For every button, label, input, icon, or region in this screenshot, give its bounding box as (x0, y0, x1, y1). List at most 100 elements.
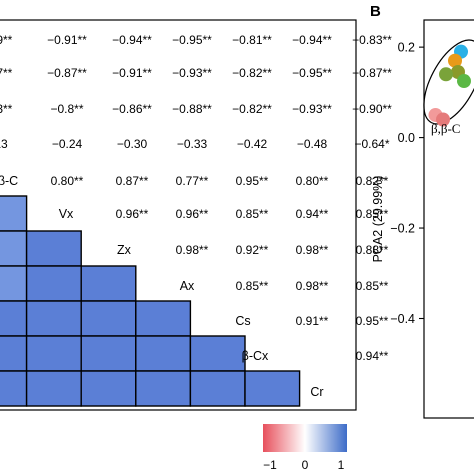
correlation-value: −0.94** (112, 33, 152, 47)
correlation-value: 0.85** (356, 279, 389, 293)
y-tick-label: 0.0 (398, 131, 415, 145)
correlation-cell (189, 370, 246, 407)
variable-label: Zx (117, 243, 132, 257)
correlation-value: 0.85** (236, 279, 269, 293)
correlation-value: −0.95** (172, 33, 212, 47)
colorbar: −1 0 1 (263, 424, 347, 472)
correlation-value: 0.98** (176, 243, 209, 257)
correlation-value: −0.82** (232, 66, 272, 80)
pca-annotation: β,β-C (431, 121, 460, 136)
correlation-cell (25, 335, 82, 372)
correlation-value: 67** (0, 66, 13, 80)
variable-label: Ax (180, 279, 195, 293)
correlation-value: −0.93** (172, 66, 212, 80)
variable-label: β-C (0, 174, 18, 188)
correlation-cell (0, 300, 28, 337)
pca-plot-frame (423, 19, 474, 419)
correlation-cell (0, 370, 28, 407)
correlation-value: 0.92** (236, 243, 269, 257)
correlation-cell (0, 335, 28, 372)
pca-point (457, 74, 471, 89)
correlation-value: 0.96** (176, 207, 209, 221)
correlation-cell (135, 335, 192, 372)
correlation-value: −0.81** (232, 33, 272, 47)
correlation-cell (80, 370, 137, 407)
correlation-value: −0.91** (112, 66, 152, 80)
correlation-value: 13 (0, 137, 8, 151)
y-tick-label: −0.2 (390, 222, 415, 236)
correlation-value: −0.83** (352, 33, 392, 47)
correlation-value: −0.33 (177, 137, 208, 151)
correlation-value: −0.24 (52, 137, 83, 151)
correlation-cell (25, 230, 82, 267)
correlation-value: 0.80** (296, 174, 329, 188)
correlation-value: −0.86** (112, 102, 152, 116)
correlation-value: −0.87** (47, 66, 87, 80)
correlation-value: −0.87** (352, 66, 392, 80)
panel-b-letter: B (370, 3, 381, 20)
correlation-value: 0.85** (236, 207, 269, 221)
variable-label: Vx (59, 207, 74, 221)
correlation-value: 0.96** (116, 207, 149, 221)
correlation-value: 0.98** (296, 279, 329, 293)
correlation-value: 0.94** (356, 349, 389, 363)
variable-label: Cs (235, 314, 250, 328)
correlation-cell (135, 370, 192, 407)
heatmap-frame (0, 19, 357, 411)
correlation-cell (135, 300, 192, 337)
correlation-cell (25, 265, 82, 302)
correlation-value: 0.98** (296, 243, 329, 257)
correlation-value: −0.90** (352, 102, 392, 116)
heatmap-lower-cells (0, 195, 301, 407)
correlation-cell (80, 265, 137, 302)
correlation-cell (80, 335, 137, 372)
pca-point (436, 112, 450, 127)
correlation-cell (189, 335, 246, 372)
pca-y-axis: 0.2 0.0 −0.2 −0.4 (390, 41, 424, 326)
correlation-cell (0, 230, 28, 267)
heatmap-variable-labels: β-C Vx Zx Ax Cs β-Cx Cr (0, 174, 324, 399)
colorbar-tick-label: 1 (338, 458, 345, 472)
correlation-value: 0.94** (296, 207, 329, 221)
correlation-value: −0.42 (237, 137, 268, 151)
correlation-cell (0, 195, 28, 232)
group-ellipse (423, 39, 474, 125)
correlation-value: 0.91** (296, 314, 329, 328)
correlation-cell (80, 300, 137, 337)
correlation-heatmap: 69** −0.91** −0.94** −0.95** −0.81** −0.94** −… (0, 19, 392, 411)
variable-label: Cr (310, 385, 323, 399)
correlation-cell (25, 370, 82, 407)
pca-y-axis-label: PCA2 (29.99%) (371, 176, 385, 263)
correlation-value: 0.88** (356, 243, 389, 257)
correlation-value: 0.87** (116, 174, 149, 188)
correlation-value: 0.95** (236, 174, 269, 188)
correlation-value: −0.82** (232, 102, 272, 116)
colorbar-tick-label: −1 (263, 458, 277, 472)
correlation-value: −0.30 (117, 137, 148, 151)
correlation-value: 0.80** (51, 174, 84, 188)
correlation-value: −0.48 (297, 137, 328, 151)
heatmap-upper-values: 69** −0.91** −0.94** −0.95** −0.81** −0.94** −… (0, 33, 392, 363)
y-tick-label: −0.4 (390, 312, 415, 326)
y-tick-label: 0.2 (398, 41, 415, 55)
correlation-value: −0.91** (47, 33, 87, 47)
pca-scatter: 0.2 0.0 −0.2 −0.4 PCA2 (29.99%) β,β-C (371, 19, 474, 419)
correlation-value: −0.94** (292, 33, 332, 47)
correlation-value: −0.88** (172, 102, 212, 116)
correlation-cell (25, 300, 82, 337)
correlation-value: −0.8** (50, 102, 83, 116)
correlation-cell (0, 265, 28, 302)
pca-point (448, 53, 462, 68)
correlation-value: 0.85** (356, 207, 389, 221)
variable-label: β-Cx (242, 349, 269, 363)
pca-points (428, 44, 471, 127)
correlation-value: −0.64* (354, 137, 389, 151)
correlation-value: 69** (0, 33, 13, 47)
correlation-cell (244, 370, 301, 407)
colorbar-tick-label: 0 (302, 458, 309, 472)
correlation-value: 0.82** (356, 174, 389, 188)
correlation-value: 63** (0, 102, 13, 116)
correlation-value: −0.95** (292, 66, 332, 80)
correlation-value: 0.77** (176, 174, 209, 188)
